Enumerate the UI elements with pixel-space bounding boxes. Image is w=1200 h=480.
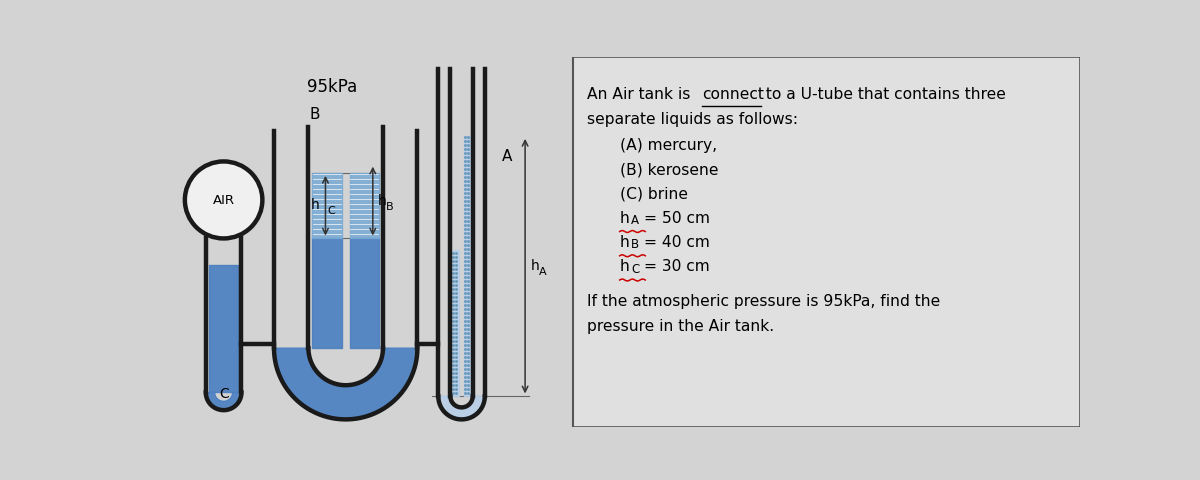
Text: h: h <box>619 210 630 225</box>
Text: B: B <box>310 107 320 122</box>
Text: An Air tank is: An Air tank is <box>587 87 695 102</box>
Text: = 30 cm: = 30 cm <box>644 259 710 274</box>
Text: B: B <box>631 238 640 251</box>
Text: If the atmospheric pressure is 95kPa, find the: If the atmospheric pressure is 95kPa, fi… <box>587 294 941 309</box>
Text: = 40 cm: = 40 cm <box>644 234 710 249</box>
Text: A: A <box>631 214 638 227</box>
Polygon shape <box>438 396 485 420</box>
Text: h: h <box>378 193 386 207</box>
Circle shape <box>185 162 263 239</box>
Text: h: h <box>311 198 319 212</box>
Text: = 50 cm: = 50 cm <box>644 210 710 225</box>
Text: B: B <box>386 201 394 211</box>
Text: (B) kerosene: (B) kerosene <box>619 162 718 177</box>
Text: (C) brine: (C) brine <box>619 186 688 201</box>
Text: h: h <box>619 259 630 274</box>
Text: h: h <box>619 234 630 249</box>
Text: h: h <box>530 258 539 272</box>
Text: (A) mercury,: (A) mercury, <box>619 137 716 153</box>
Polygon shape <box>274 348 418 420</box>
Text: C: C <box>218 386 228 400</box>
Text: to a U-tube that contains three: to a U-tube that contains three <box>762 87 1007 102</box>
Text: connect: connect <box>702 87 763 102</box>
Text: 95kPa: 95kPa <box>307 78 358 96</box>
Text: C: C <box>631 262 640 275</box>
Text: separate liquids as follows:: separate liquids as follows: <box>587 112 798 127</box>
Text: C: C <box>328 206 335 216</box>
Polygon shape <box>206 393 241 410</box>
Text: A: A <box>502 148 512 163</box>
Text: pressure in the Air tank.: pressure in the Air tank. <box>587 318 774 333</box>
Bar <box>574 58 1080 427</box>
Text: AIR: AIR <box>212 194 235 207</box>
Text: A: A <box>539 266 547 276</box>
